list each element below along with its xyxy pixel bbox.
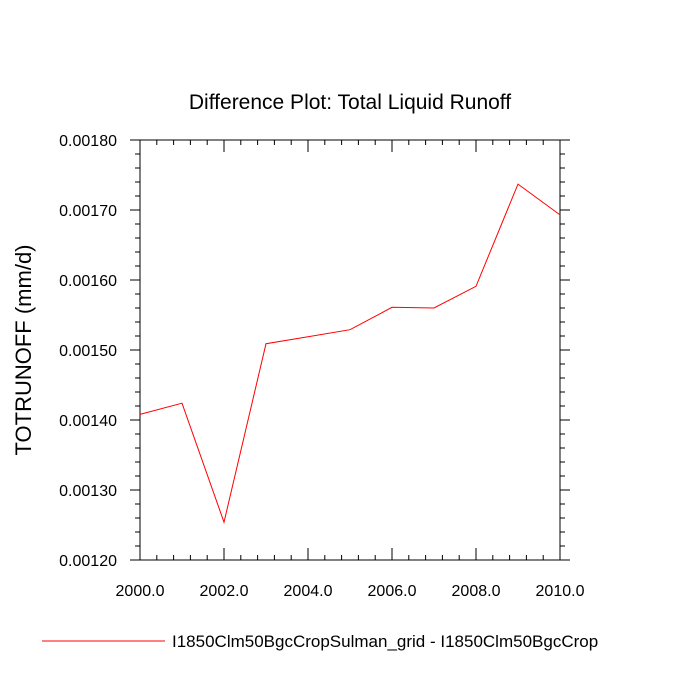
series-group (139, 183, 561, 524)
y-tick-labels: 0.00120 0.00130 0.00140 0.00150 0.00160 0.001… (59, 133, 117, 570)
y-tick-label: 0.00130 (59, 483, 117, 500)
series-line-0 (139, 183, 561, 524)
legend-label: I1850Clm50BgcCropSulman_grid - I1850Clm5… (172, 632, 598, 651)
x-tick-labels: 2000.0 2002.0 2004.0 2006.0 2008.0 2010.0 (116, 583, 585, 600)
x-tick-label: 2010.0 (536, 583, 585, 600)
x-tick-label: 2002.0 (200, 583, 249, 600)
chart-title: Difference Plot: Total Liquid Runoff (189, 91, 511, 114)
axis-ticks (130, 139, 570, 561)
legend: I1850Clm50BgcCropSulman_grid - I1850Clm5… (42, 632, 598, 651)
y-tick-label: 0.00170 (59, 203, 117, 220)
y-axis-label: TOTRUNOFF (mm/d) (11, 244, 36, 455)
y-tick-label: 0.00120 (59, 553, 117, 570)
x-tick-label: 2000.0 (116, 583, 165, 600)
y-tick-label: 0.00160 (59, 273, 117, 290)
plot-frame (139, 139, 561, 561)
x-tick-label: 2004.0 (284, 583, 333, 600)
x-tick-label: 2008.0 (452, 583, 501, 600)
y-tick-label: 0.00180 (59, 133, 117, 150)
y-tick-label: 0.00150 (59, 343, 117, 360)
x-tick-label: 2006.0 (368, 583, 417, 600)
y-tick-label: 0.00140 (59, 413, 117, 430)
